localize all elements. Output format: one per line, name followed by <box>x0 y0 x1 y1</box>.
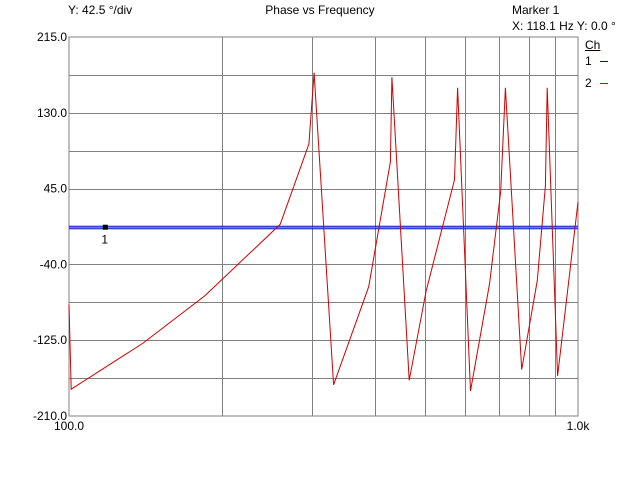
marker-point <box>103 225 108 230</box>
y-tick-label: -125.0 <box>33 333 67 347</box>
x-tick-label: 1.0k <box>567 419 591 433</box>
marker-label: 1 <box>101 233 108 247</box>
y-tick-label: -40.0 <box>40 257 68 271</box>
y-tick-label: 130.0 <box>37 106 67 120</box>
y-tick-label: 45.0 <box>44 182 68 196</box>
x-tick-label: 100.0 <box>54 419 84 433</box>
y-tick-label: 215.0 <box>37 30 67 44</box>
